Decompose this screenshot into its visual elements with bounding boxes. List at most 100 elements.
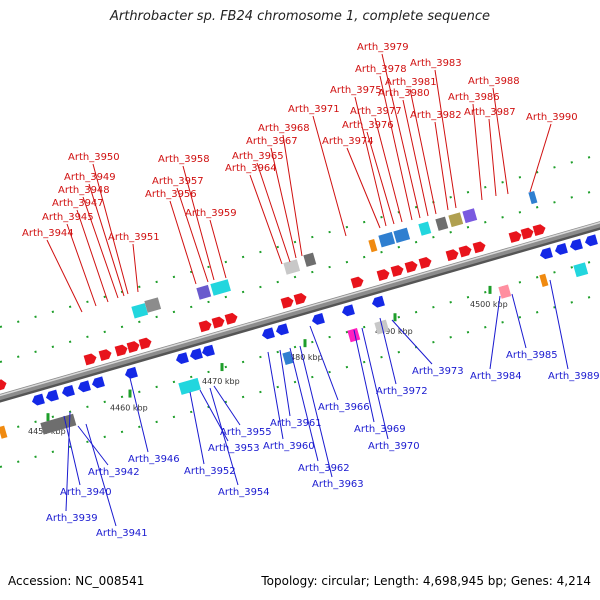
gene-label-arth-3985[interactable]: Arth_3985 <box>506 350 558 361</box>
label-leader <box>434 121 449 211</box>
label-leader <box>492 87 509 195</box>
gene-label-arth-3967[interactable]: Arth_3967 <box>246 136 298 147</box>
label-leader <box>88 183 125 297</box>
gene-label-arth-3947[interactable]: Arth_3947 <box>52 198 104 209</box>
gene-label-arth-3974[interactable]: Arth_3974 <box>322 136 374 147</box>
gene-label-arth-3940[interactable]: Arth_3940 <box>60 487 112 498</box>
label-leader <box>472 103 483 201</box>
gene-label-arth-3986[interactable]: Arth_3986 <box>448 92 500 103</box>
gene-label-arth-3952[interactable]: Arth_3952 <box>184 466 236 477</box>
gene-label-arth-3984[interactable]: Arth_3984 <box>470 371 522 382</box>
label-leader <box>77 425 109 466</box>
feature-box <box>393 227 411 244</box>
gene-label-arth-3973[interactable]: Arth_3973 <box>412 366 464 377</box>
gene-label-arth-3981[interactable]: Arth_3981 <box>385 77 437 88</box>
label-leader <box>381 53 421 219</box>
scale-tick <box>46 413 50 422</box>
gene-label-arth-3969[interactable]: Arth_3969 <box>354 424 406 435</box>
gene-label-arth-3949[interactable]: Arth_3949 <box>64 172 116 183</box>
gene-label-arth-3953[interactable]: Arth_3953 <box>208 443 260 454</box>
gene-label-arth-3955[interactable]: Arth_3955 <box>220 427 272 438</box>
gene-label-arth-3959[interactable]: Arth_3959 <box>185 208 237 219</box>
gene-label-arth-3979[interactable]: Arth_3979 <box>357 42 409 53</box>
gene-label-arth-3975[interactable]: Arth_3975 <box>330 85 382 96</box>
gene-label-arth-3980[interactable]: Arth_3980 <box>378 88 430 99</box>
reverse-gene-arrow <box>46 389 59 402</box>
label-leader <box>189 391 205 465</box>
gene-label-arth-3942[interactable]: Arth_3942 <box>88 467 140 478</box>
scale-tick <box>393 313 397 322</box>
reverse-gene-arrow <box>92 376 105 389</box>
gene-label-arth-3948[interactable]: Arth_3948 <box>58 185 110 196</box>
feature-box <box>0 425 8 439</box>
gene-label-arth-3963[interactable]: Arth_3963 <box>312 479 364 490</box>
feature-box <box>282 351 294 365</box>
gene-label-arth-3971[interactable]: Arth_3971 <box>288 104 340 115</box>
gene-label-arth-3977[interactable]: Arth_3977 <box>350 106 402 117</box>
feature-box <box>303 252 317 267</box>
label-leader <box>379 317 397 385</box>
label-leader <box>46 239 83 313</box>
scale-tick-label: 4500 kbp <box>470 300 508 309</box>
gene-label-arth-3976[interactable]: Arth_3976 <box>342 120 394 131</box>
feature-box <box>196 284 212 300</box>
forward-gene-arrow <box>445 249 459 262</box>
gene-label-arth-3954[interactable]: Arth_3954 <box>218 487 270 498</box>
label-leader <box>353 329 375 423</box>
label-leader <box>129 377 149 453</box>
gene-label-arth-3989[interactable]: Arth_3989 <box>548 371 600 382</box>
gene-label-arth-3964[interactable]: Arth_3964 <box>225 163 277 174</box>
feature-box <box>378 231 396 248</box>
gene-label-arth-3988[interactable]: Arth_3988 <box>468 76 520 87</box>
label-leader <box>354 96 387 227</box>
gene-label-arth-3944[interactable]: Arth_3944 <box>22 228 74 239</box>
gene-label-arth-3982[interactable]: Arth_3982 <box>410 110 462 121</box>
label-leader <box>213 385 241 426</box>
gene-label-arth-3965[interactable]: Arth_3965 <box>232 151 284 162</box>
gene-label-arth-3968[interactable]: Arth_3968 <box>258 123 310 134</box>
label-leader <box>267 351 284 440</box>
gene-label-arth-3987[interactable]: Arth_3987 <box>464 107 516 118</box>
reverse-gene-arrow <box>125 366 138 379</box>
gene-label-arth-3960[interactable]: Arth_3960 <box>263 441 315 452</box>
gene-label-arth-3966[interactable]: Arth_3966 <box>318 402 370 413</box>
gene-label-arth-3958[interactable]: Arth_3958 <box>158 154 210 165</box>
gene-label-arth-3962[interactable]: Arth_3962 <box>298 463 350 474</box>
forward-gene-arrow <box>418 257 432 269</box>
gene-label-arth-3972[interactable]: Arth_3972 <box>376 386 428 397</box>
gene-label-arth-3950[interactable]: Arth_3950 <box>68 152 120 163</box>
label-leader <box>85 423 117 527</box>
gene-label-arth-3970[interactable]: Arth_3970 <box>368 441 420 452</box>
forward-gene-arrow <box>98 349 112 362</box>
gene-label-arth-3956[interactable]: Arth_3956 <box>145 189 197 200</box>
gene-label-arth-3990[interactable]: Arth_3990 <box>526 112 578 123</box>
gene-label-arth-3945[interactable]: Arth_3945 <box>42 212 94 223</box>
gene-label-arth-3951[interactable]: Arth_3951 <box>108 232 160 243</box>
gene-label-arth-3941[interactable]: Arth_3941 <box>96 528 148 539</box>
gene-label-arth-3957[interactable]: Arth_3957 <box>152 176 204 187</box>
label-leader <box>374 117 403 223</box>
scale-tick-label: 4480 kbp <box>285 353 323 362</box>
reverse-gene-arrow <box>202 344 215 357</box>
label-leader <box>549 279 569 370</box>
gene-label-arth-3978[interactable]: Arth_3978 <box>355 64 407 75</box>
feature-box <box>573 262 589 278</box>
forward-gene-arrow <box>350 276 364 289</box>
feature-box <box>144 297 162 313</box>
gene-label-arth-3939[interactable]: Arth_3939 <box>46 513 98 524</box>
gene-label-arth-3946[interactable]: Arth_3946 <box>128 454 180 465</box>
label-leader <box>346 147 381 229</box>
gene-arrows <box>0 190 598 439</box>
gene-label-arth-3961[interactable]: Arth_3961 <box>270 418 322 429</box>
forward-gene-arrow <box>198 320 212 333</box>
scale-tick-label: 4460 kbp <box>110 404 148 413</box>
scale-tick-label: 4470 kbp <box>202 377 240 386</box>
label-leader <box>289 347 319 462</box>
label-leader <box>82 196 119 299</box>
sequence-summary: Topology: circular; Length: 4,698,945 bp… <box>261 574 591 588</box>
reverse-gene-arrow <box>176 352 189 365</box>
gene-label-arth-3983[interactable]: Arth_3983 <box>410 58 462 69</box>
label-leader <box>282 134 303 257</box>
label-leader <box>270 147 297 259</box>
